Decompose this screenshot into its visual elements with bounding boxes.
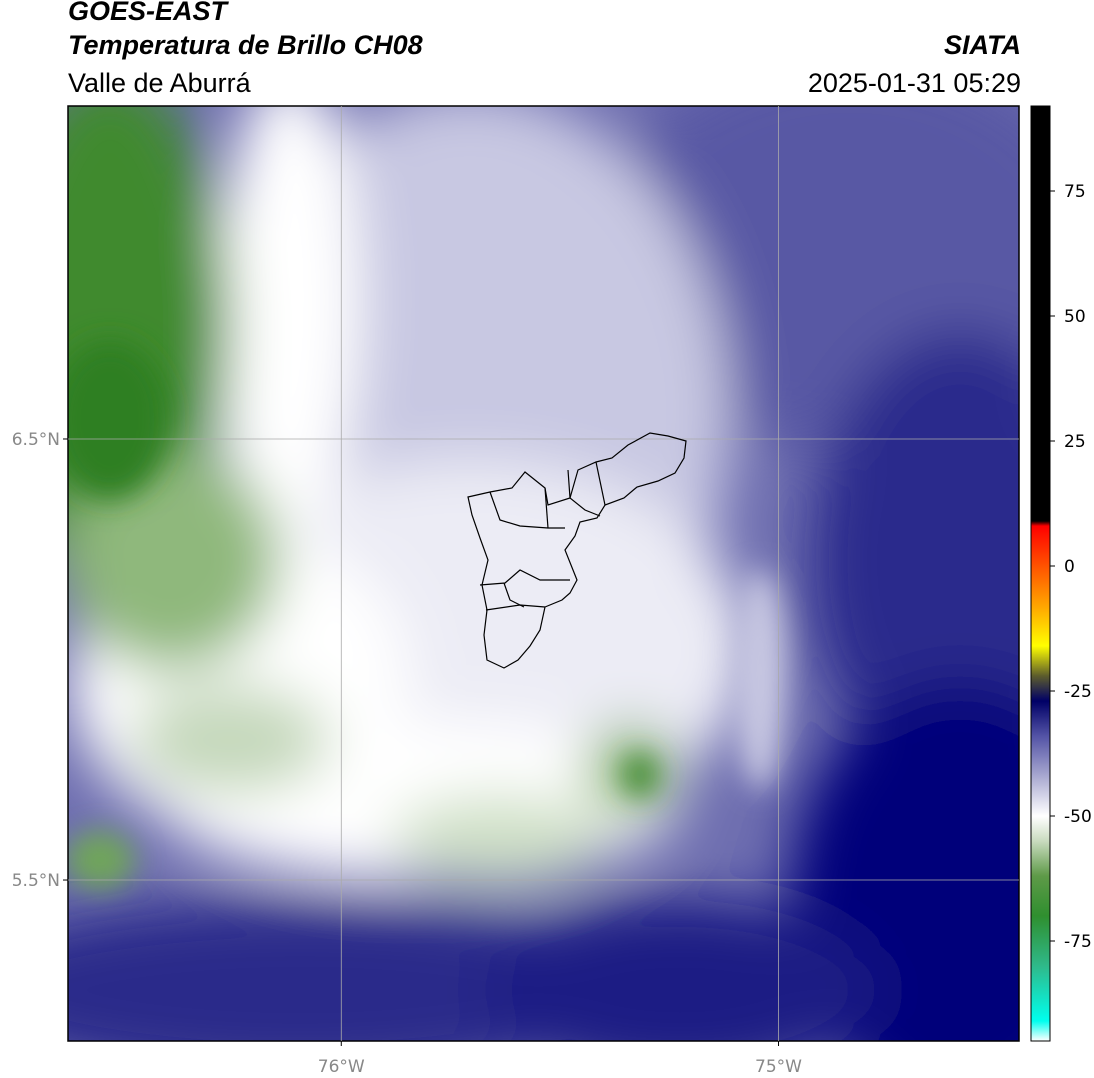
- colorbar-tick-label: -75: [1064, 932, 1092, 952]
- region-title: Valle de Aburrá: [68, 68, 251, 98]
- lat-tick-label: 6.5°N: [12, 430, 60, 450]
- colorbar-tick-label: 25: [1064, 432, 1086, 452]
- temperature-field: [68, 106, 1019, 1041]
- colorbar-scale: [1030, 105, 1051, 1042]
- satellite-title: GOES-EAST: [68, 0, 228, 26]
- lon-tick-label: 76°W: [318, 1057, 365, 1077]
- product-title: Temperatura de Brillo CH08: [68, 30, 423, 60]
- colorbar-tick-label: -25: [1064, 682, 1092, 702]
- map-frame: [67, 105, 1020, 1042]
- lat-tick-label: 5.5°N: [12, 871, 60, 891]
- colorbar-tick-label: 50: [1064, 307, 1086, 327]
- colorbar-tick-label: 75: [1064, 182, 1086, 202]
- colorbar-tick-label: 0: [1064, 557, 1075, 577]
- colorbar-ticks: 75 50 25 0 -25 -50 -75: [1050, 182, 1092, 952]
- colorbar-tick-label: -50: [1064, 807, 1092, 827]
- gridlines: [68, 106, 1019, 1041]
- axis-ticks: 6.5°N 5.5°N 76°W 75°W: [12, 430, 802, 1077]
- agency-label: SIATA: [944, 30, 1021, 60]
- colorbar: [1030, 105, 1051, 1042]
- lon-tick-label: 75°W: [755, 1057, 802, 1077]
- valle-de-aburra-boundary: [467, 432, 687, 669]
- timestamp-label: 2025-01-31 05:29: [807, 68, 1021, 98]
